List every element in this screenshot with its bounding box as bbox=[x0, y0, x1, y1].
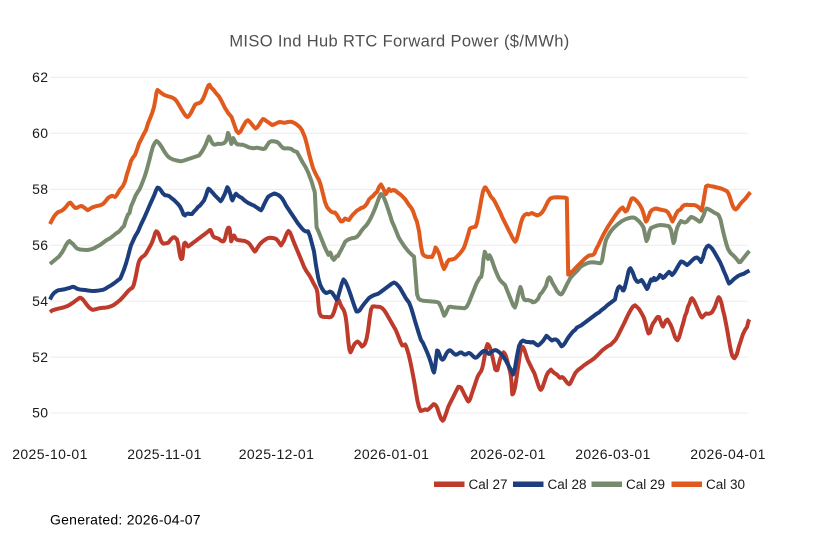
svg-text:2026-01-01: 2026-01-01 bbox=[354, 446, 430, 462]
svg-text:Cal 29: Cal 29 bbox=[626, 477, 665, 492]
svg-text:Cal 30: Cal 30 bbox=[706, 477, 745, 492]
svg-text:2025-10-01: 2025-10-01 bbox=[12, 446, 88, 462]
svg-text:Generated: 2026-04-07: Generated: 2026-04-07 bbox=[50, 512, 201, 528]
svg-text:56: 56 bbox=[32, 237, 48, 253]
svg-text:Cal 28: Cal 28 bbox=[548, 477, 587, 492]
svg-text:58: 58 bbox=[32, 181, 48, 197]
svg-text:54: 54 bbox=[32, 293, 48, 309]
svg-text:62: 62 bbox=[32, 69, 48, 85]
svg-text:52: 52 bbox=[32, 349, 48, 365]
svg-text:2026-03-01: 2026-03-01 bbox=[575, 446, 651, 462]
svg-text:MISO Ind Hub RTC Forward Power: MISO Ind Hub RTC Forward Power ($/MWh) bbox=[229, 33, 569, 51]
svg-text:Cal 27: Cal 27 bbox=[469, 477, 508, 492]
svg-text:60: 60 bbox=[32, 125, 48, 141]
svg-text:2026-04-01: 2026-04-01 bbox=[690, 446, 766, 462]
svg-text:50: 50 bbox=[32, 405, 48, 421]
svg-text:2025-11-01: 2025-11-01 bbox=[127, 446, 202, 462]
svg-text:2025-12-01: 2025-12-01 bbox=[239, 446, 315, 462]
svg-text:2026-02-01: 2026-02-01 bbox=[470, 446, 546, 462]
